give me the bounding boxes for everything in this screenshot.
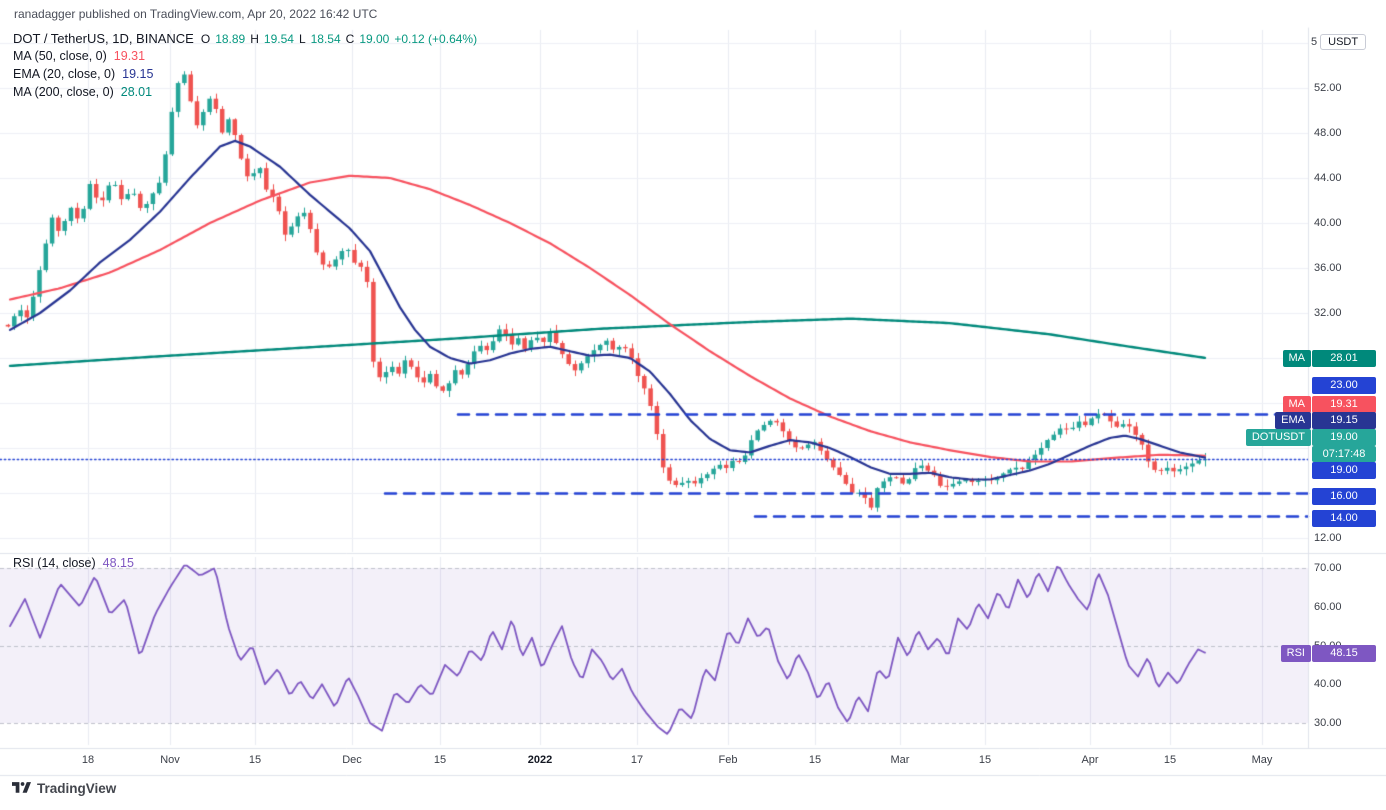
badge-value: 23.00 [1312, 376, 1376, 394]
time-tick-15: 15 [433, 754, 447, 766]
price-tick-32.00: 32.00 [1314, 307, 1342, 319]
low-value: 18.54 [310, 32, 341, 46]
price-tick-36.00: 36.00 [1314, 262, 1342, 274]
badge-label: RSI [1280, 644, 1311, 662]
close-value: 19.00 [359, 32, 390, 46]
time-tick-Apr: Apr [1081, 754, 1099, 766]
badge-value: 19.00 [1312, 461, 1376, 479]
rsi-tick-60.00: 60.00 [1314, 600, 1342, 613]
tradingview-wordmark: TradingView [37, 781, 117, 796]
publish-info: ranadagger published on TradingView.com,… [14, 7, 378, 21]
rsi-tick-30.00: 30.00 [1314, 717, 1342, 729]
time-tick-15: 15 [978, 754, 992, 766]
indicator-title: MA (200, close, 0) [13, 85, 114, 99]
price-tick-52.00: 52.00 [1314, 82, 1342, 94]
close-label: C [345, 32, 355, 46]
currency-unit-button[interactable]: USDT [1320, 34, 1367, 50]
indicator-value: 19.15 [122, 67, 154, 81]
time-tick-Mar: Mar [890, 754, 910, 766]
rsi-tick-70.00: 70.00 [1314, 562, 1342, 574]
high-value: 19.54 [263, 32, 294, 46]
badge-label: DOTUSDT [1245, 428, 1311, 446]
time-tick-15: 15 [1163, 754, 1177, 766]
time-tick-15: 15 [248, 754, 262, 766]
indicator-legend-row-ma200[interactable]: MA (200, close, 0) 28.01 [13, 85, 477, 103]
price-tick-40.00: 40.00 [1314, 217, 1342, 229]
price-tick-44.00: 44.00 [1314, 172, 1342, 184]
badge-label: MA [1282, 395, 1311, 413]
high-label: H [250, 32, 259, 46]
ohlc-values: O 18.89 H 19.54 L 18.54 C 19.00 +0.12 (+0.64… [201, 32, 477, 46]
time-tick-Dec: Dec [342, 754, 362, 766]
low-label: L [298, 32, 306, 46]
indicator-value: 28.01 [120, 85, 153, 99]
ma-price-badge: MA 28.01 [1282, 349, 1376, 367]
time-tick-2022: 2022 [527, 754, 553, 766]
time-tick-Nov: Nov [160, 754, 180, 766]
indicator-title: MA (50, close, 0) [13, 49, 107, 63]
indicator-value: 19.31 [113, 49, 146, 63]
time-tick-15: 15 [808, 754, 822, 766]
change-value: +0.12 (+0.64%) [394, 32, 478, 46]
badge-label: MA [1282, 349, 1311, 367]
indicator-legend-row-ema20[interactable]: EMA (20, close, 0) 19.15 [13, 67, 477, 85]
time-tick-17: 17 [630, 754, 644, 766]
badge-value: 19.15 [1312, 411, 1376, 429]
price-tick-12.00: 12.00 [1314, 532, 1342, 544]
tradingview-brand[interactable]: TradingView [12, 781, 116, 796]
time-tick-Feb: Feb [718, 754, 738, 766]
rsi-price-badge: RSI 48.15 [1280, 644, 1376, 662]
level-price-badge: 23.00 [1312, 376, 1376, 394]
price-tick-48.00: 48.00 [1314, 127, 1342, 139]
badge-value: 19.00 [1312, 428, 1376, 446]
partial-top-tick: 5 [1311, 36, 1318, 48]
level-price-badge: 19.00 [1312, 461, 1376, 479]
ema-price-badge: EMA 19.15 [1275, 411, 1376, 429]
indicator-legend-row-ma50[interactable]: MA (50, close, 0) 19.31 [13, 49, 477, 67]
time-tick-18: 18 [81, 754, 95, 766]
time-tick-May: May [1251, 754, 1273, 766]
rsi-tick-40.00: 40.00 [1314, 678, 1342, 691]
publish-header: ranadagger published on TradingView.com,… [14, 7, 377, 21]
badge-label: EMA [1275, 411, 1311, 429]
rsi-title: RSI (14, close) [13, 556, 96, 570]
level-price-badge: 16.00 [1312, 487, 1376, 505]
chart-legend: DOT / TetherUS, 1D, BINANCE O 18.89 H 19.5… [13, 31, 477, 103]
badge-value: 48.15 [1312, 644, 1376, 662]
level-price-badge: 14.00 [1312, 509, 1376, 527]
indicator-title: EMA (20, close, 0) [13, 67, 116, 81]
badge-value: 16.00 [1312, 487, 1376, 505]
countdown-badge: 07:17:48 [1312, 445, 1376, 462]
price-axis-unit: 5 USDT [1311, 34, 1367, 50]
open-value: 18.89 [215, 32, 246, 46]
badge-value: 19.31 [1312, 395, 1376, 413]
tradingview-logo-icon [12, 782, 31, 793]
ma-price-badge: MA 19.31 [1282, 395, 1376, 413]
symbol-title: DOT / TetherUS, 1D, BINANCE [13, 31, 194, 46]
symbol-legend-row[interactable]: DOT / TetherUS, 1D, BINANCE O 18.89 H 19.5… [13, 31, 477, 49]
open-label: O [200, 32, 211, 46]
badge-value: 14.00 [1312, 509, 1376, 527]
badge-value: 28.01 [1312, 349, 1376, 367]
rsi-legend[interactable]: RSI (14, close) 48.15 [13, 556, 134, 574]
dotusdt-price-badge: DOTUSDT 19.00 [1245, 428, 1376, 446]
rsi-value: 48.15 [102, 556, 134, 570]
